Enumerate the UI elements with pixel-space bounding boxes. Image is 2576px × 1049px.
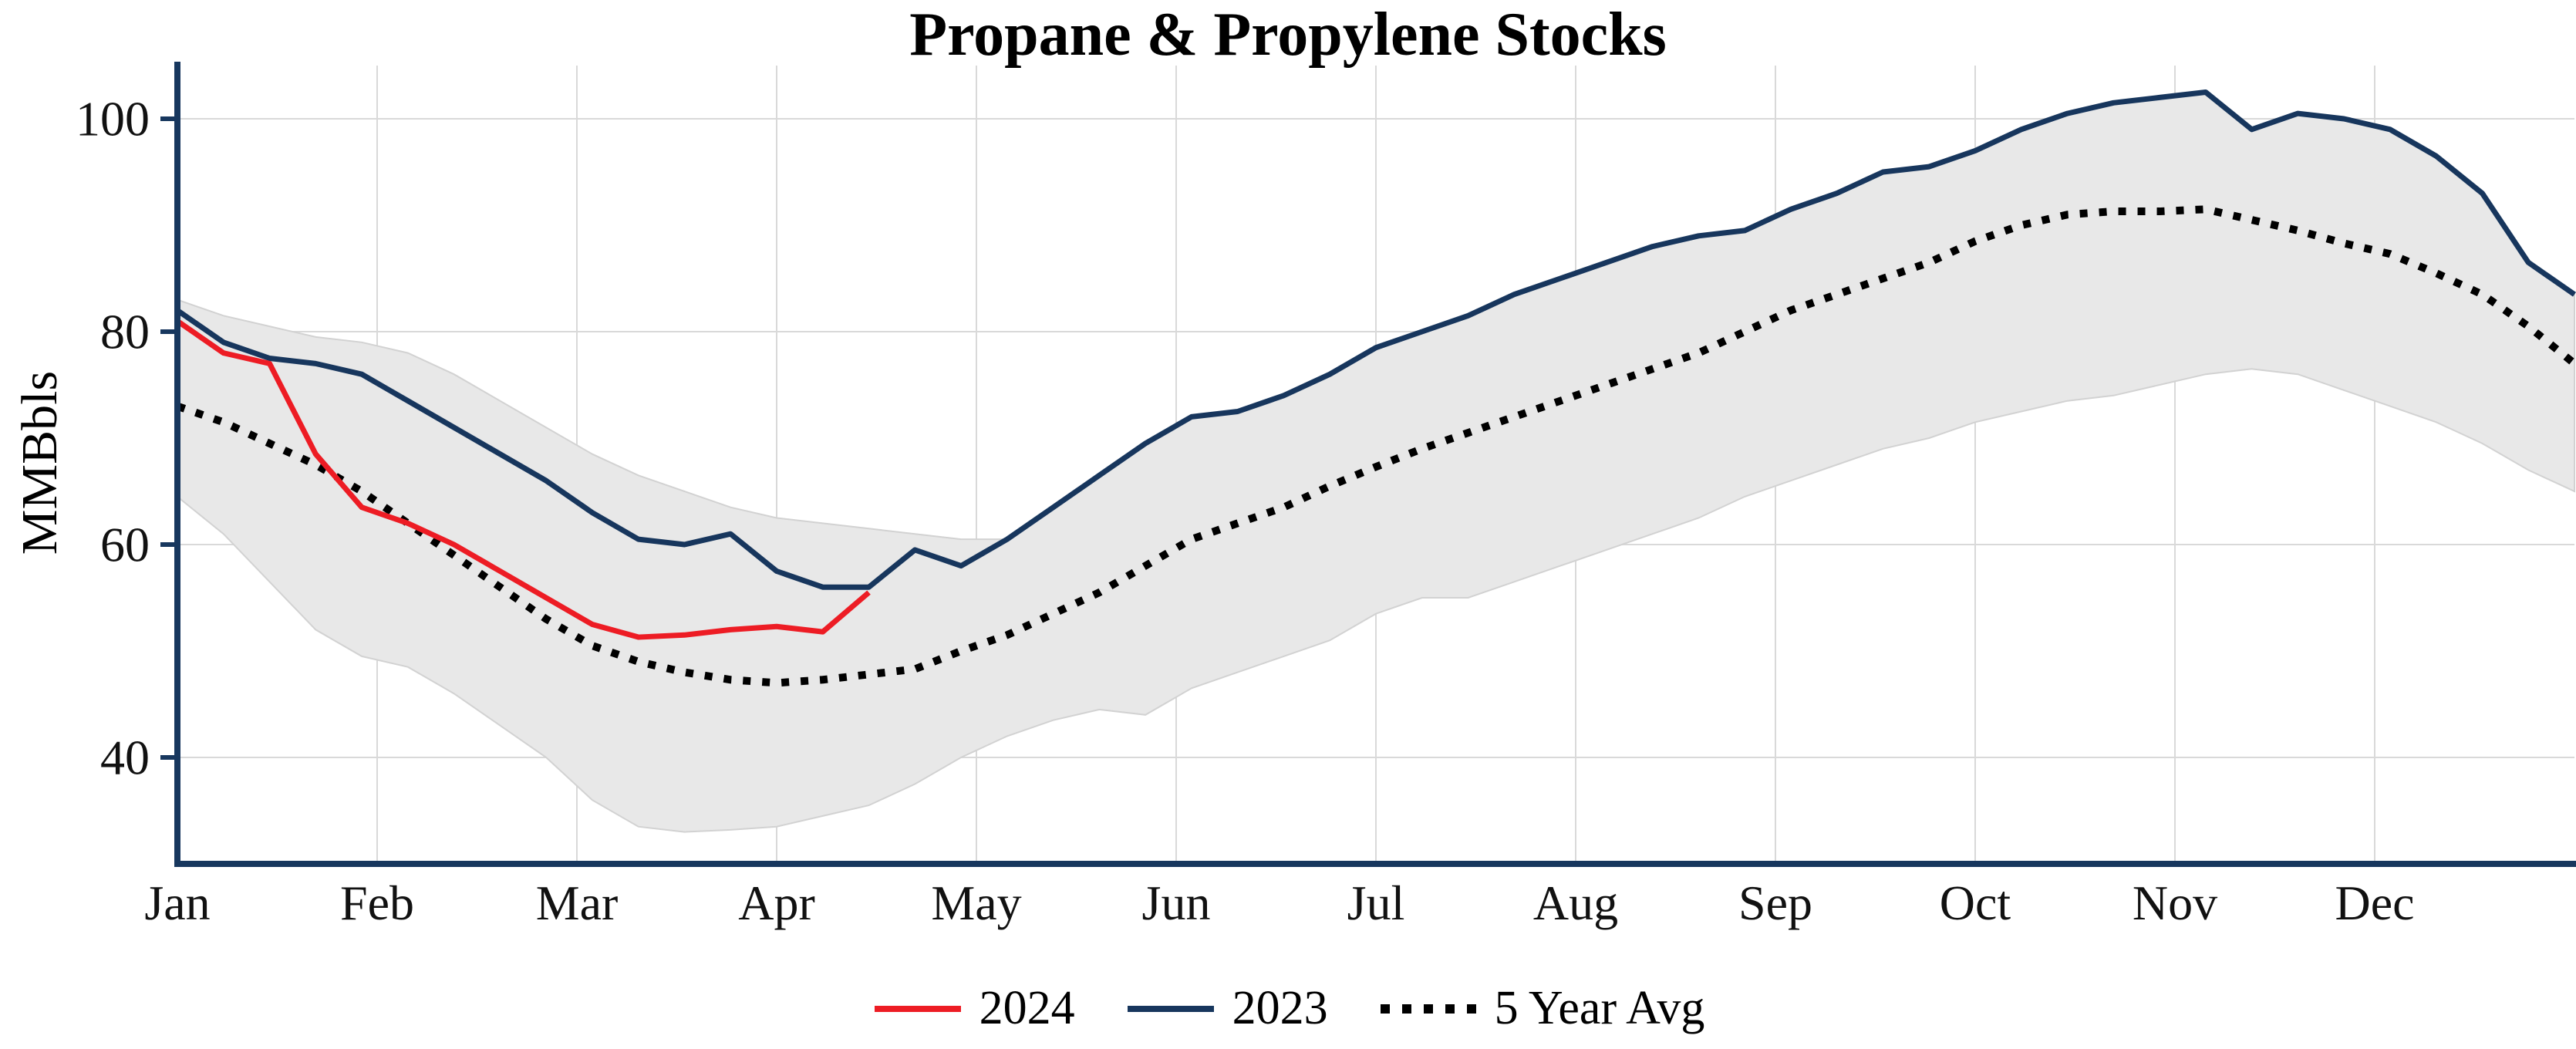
legend-label-2023: 2023 xyxy=(1232,982,1328,1034)
x-tick-label: Feb xyxy=(340,875,414,930)
legend-swatch-5yr-icon xyxy=(1380,1003,1476,1014)
x-tick-label: Apr xyxy=(738,875,815,930)
legend-label-2024: 2024 xyxy=(979,982,1075,1034)
x-tick-label: Oct xyxy=(1940,875,2011,930)
series-line-5-year-avg xyxy=(176,205,2576,687)
x-tick-label: Dec xyxy=(2335,875,2414,930)
legend-item-5-year-avg: 5 Year Avg xyxy=(1377,981,1705,1036)
legend-item-2023: 2023 xyxy=(1124,981,1328,1036)
legend-swatch-2023-icon xyxy=(1127,1005,1214,1012)
y-tick-label: 80 xyxy=(100,305,150,359)
x-tick-label: Jan xyxy=(144,875,210,930)
x-tick-label: Nov xyxy=(2133,875,2217,930)
series-line-2024 xyxy=(176,319,871,640)
x-tick-label: Aug xyxy=(1533,875,1618,930)
series-line-2023 xyxy=(176,89,2576,590)
x-tick-label: Jul xyxy=(1347,875,1405,930)
x-tick-label: May xyxy=(931,875,1021,930)
x-tick-label: Mar xyxy=(536,875,619,930)
legend-label-5-year-avg: 5 Year Avg xyxy=(1494,982,1705,1034)
legend-swatch-2024-icon xyxy=(874,1005,961,1012)
y-tick-label: 40 xyxy=(100,730,150,785)
chart-title: Propane & Propylene Stocks xyxy=(909,1,1667,69)
y-tick-label: 60 xyxy=(100,518,150,572)
y-tick-label: 100 xyxy=(76,92,150,147)
five-year-range-band xyxy=(177,91,2575,833)
legend-item-2024: 2024 xyxy=(872,981,1075,1036)
x-tick-label: Sep xyxy=(1738,875,1812,930)
legend: 2024 2023 5 Year Avg xyxy=(0,981,2576,1036)
x-tick-label: Jun xyxy=(1142,875,1211,930)
